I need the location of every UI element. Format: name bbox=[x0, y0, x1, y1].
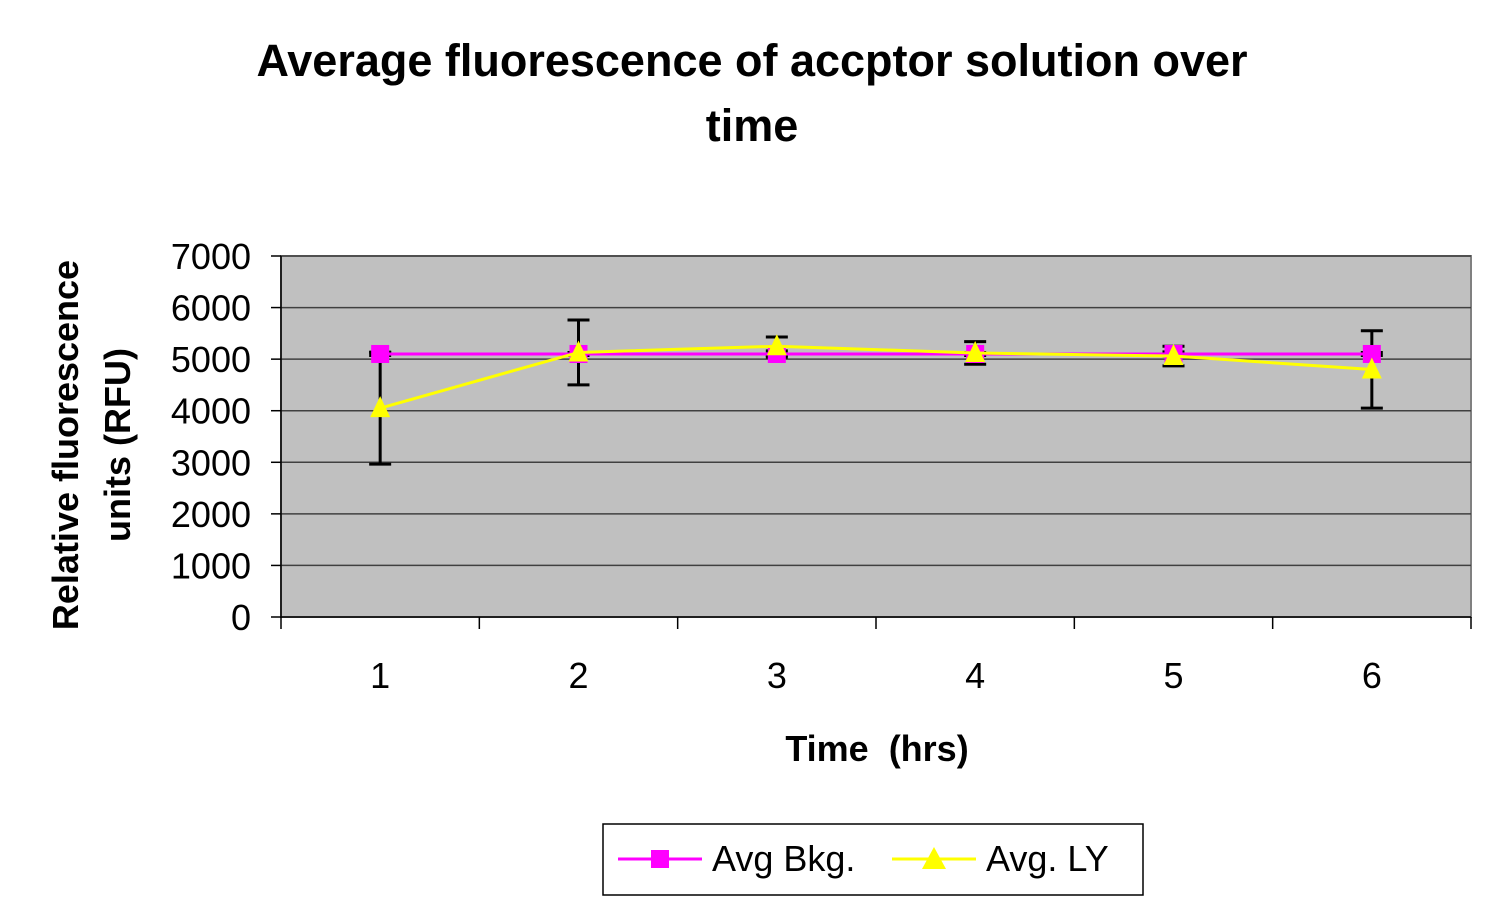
y-tick-label: 4000 bbox=[171, 391, 251, 432]
legend-marker-triangle-icon bbox=[922, 847, 946, 869]
y-tick-label: 6000 bbox=[171, 288, 251, 329]
data-point-triangle bbox=[766, 334, 787, 356]
data-point-triangle bbox=[1361, 357, 1382, 379]
series-line bbox=[379, 344, 1372, 410]
data-point-triangle bbox=[370, 396, 391, 418]
legend: Avg Bkg. Avg. LY bbox=[602, 823, 1144, 896]
y-tick-label: 1000 bbox=[171, 545, 251, 586]
x-tick-label: 2 bbox=[568, 655, 588, 696]
x-tick-label: 3 bbox=[767, 655, 787, 696]
x-tick-label: 5 bbox=[1163, 655, 1183, 696]
y-tick-label: 7000 bbox=[171, 236, 251, 277]
y-tick-label: 3000 bbox=[171, 442, 251, 483]
legend-label-avg-ly: Avg. LY bbox=[986, 838, 1109, 879]
y-axis-label-line-2: units (RFU) bbox=[97, 348, 138, 542]
chart-title-line-2: time bbox=[706, 100, 799, 151]
data-point-triangle bbox=[568, 340, 589, 362]
y-tick-label: 5000 bbox=[171, 339, 251, 380]
data-point-square bbox=[371, 344, 390, 363]
legend-label-avg-bkg: Avg Bkg. bbox=[712, 838, 855, 879]
x-tick-label: 4 bbox=[965, 655, 985, 696]
series-marks-1 bbox=[370, 334, 1382, 418]
data-point-square bbox=[1362, 344, 1381, 363]
x-axis-label: Time (hrs) bbox=[785, 728, 968, 769]
y-tick-label: 0 bbox=[231, 597, 251, 638]
x-tick-label: 6 bbox=[1362, 655, 1382, 696]
y-axis-label-line-1: Relative fluorescence bbox=[45, 260, 86, 630]
plot-area bbox=[280, 255, 1472, 618]
data-point-triangle bbox=[965, 340, 986, 362]
x-tick-label: 1 bbox=[370, 655, 390, 696]
y-tick-label: 2000 bbox=[171, 494, 251, 535]
legend-marker-square-icon bbox=[651, 850, 669, 868]
data-point-triangle bbox=[1163, 344, 1184, 366]
chart-title-line-1: Average fluorescence of accptor solution… bbox=[256, 35, 1247, 86]
